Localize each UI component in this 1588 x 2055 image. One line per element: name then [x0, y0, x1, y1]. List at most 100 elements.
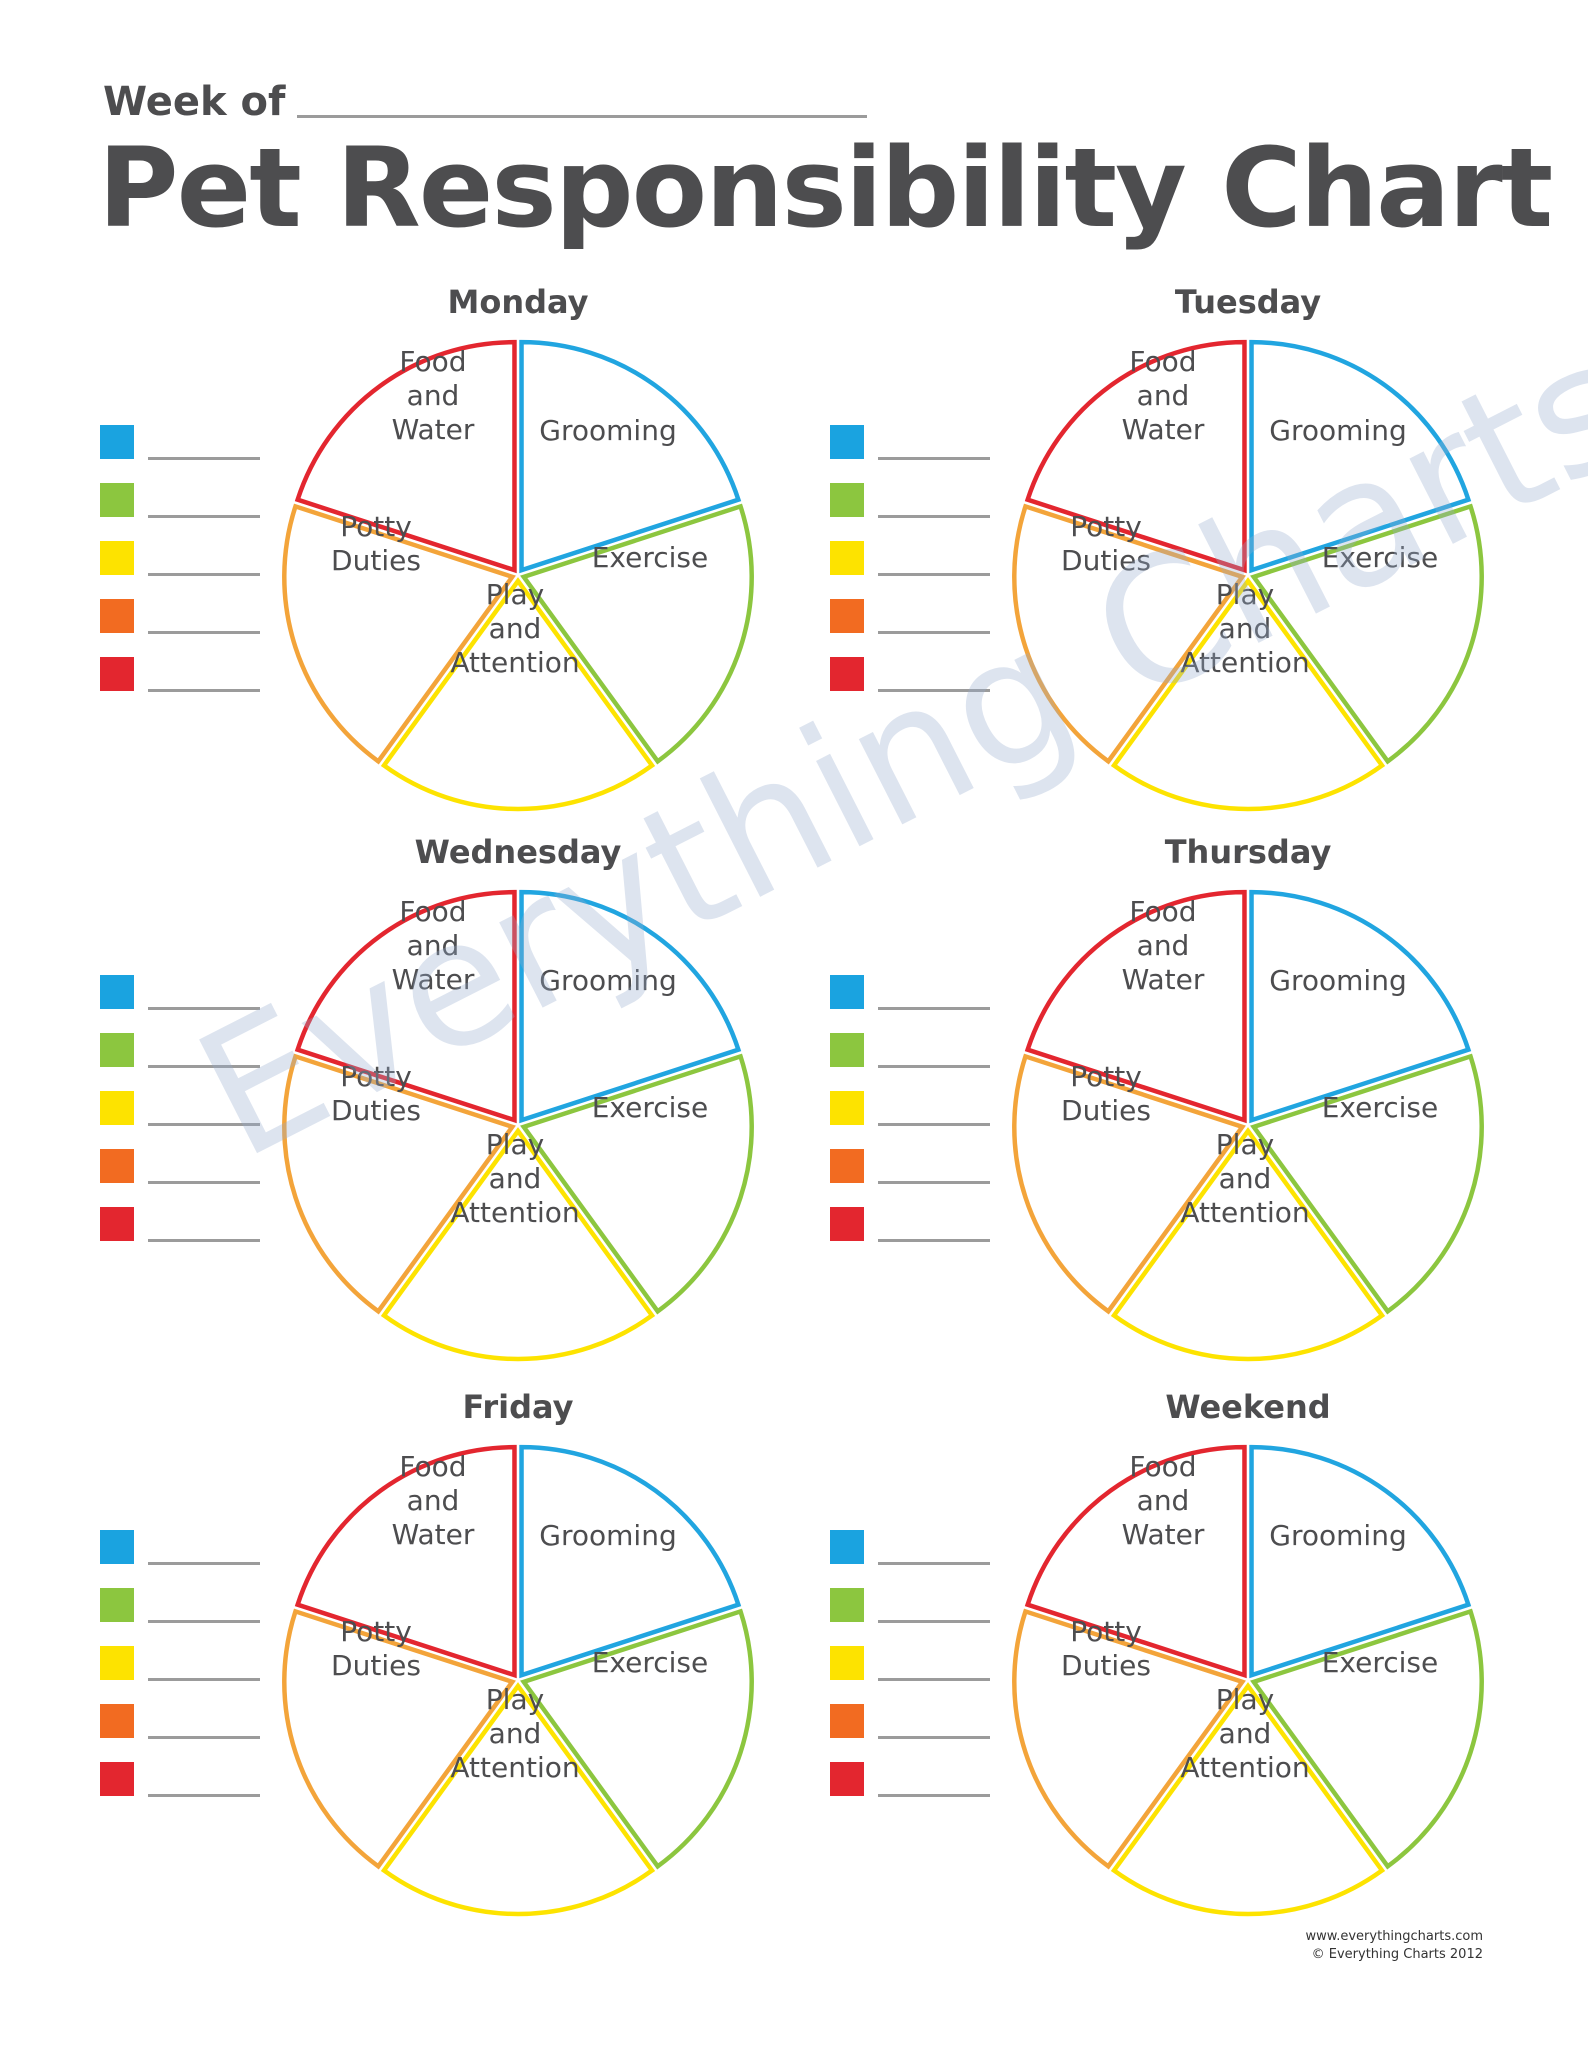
pie-slice: [1249, 339, 1472, 574]
legend-item: [100, 657, 270, 697]
pie-slice: [282, 1608, 516, 1870]
responsibility-pie: Food and Water Grooming Exercise Play and Atten…: [282, 339, 754, 812]
legend-color-swatch: [100, 1762, 134, 1796]
legend-name-blank[interactable]: [148, 1620, 260, 1623]
legend-name-blank[interactable]: [148, 573, 260, 576]
pie-slice-label: Play and Attention: [1180, 1683, 1309, 1784]
legend-item: [100, 425, 270, 465]
legend-item: [830, 1091, 1000, 1131]
legend-name-blank[interactable]: [878, 1065, 990, 1068]
legend-item: [100, 1588, 270, 1628]
legend-name-blank[interactable]: [878, 515, 990, 518]
pie-slice: [1250, 1608, 1484, 1870]
pie-slice: [520, 1608, 754, 1870]
legend-item: [830, 599, 1000, 639]
legend-name-blank[interactable]: [148, 1794, 260, 1797]
pie-slice-label: Potty Duties: [331, 1060, 421, 1127]
pie-slice-label: Potty Duties: [331, 1615, 421, 1682]
legend-name-blank[interactable]: [148, 1123, 260, 1126]
legend-name-blank[interactable]: [148, 1007, 260, 1010]
legend-name-blank[interactable]: [878, 1239, 990, 1242]
day-panel: Monday Food and Water Grooming Exercise Play an…: [100, 270, 840, 812]
day-title: Monday: [447, 283, 589, 321]
pie-slice-label: Grooming: [1269, 964, 1406, 997]
legend-color-swatch: [100, 1033, 134, 1067]
pie-slice-label: Potty Duties: [1061, 510, 1151, 577]
pie-slice: [380, 577, 656, 812]
legend-color-swatch: [830, 975, 864, 1009]
pie-slice: [520, 503, 754, 765]
day-panel: Thursday Food and Water Grooming Exercise Play…: [830, 820, 1570, 1362]
pie-slice-label: Potty Duties: [1061, 1615, 1151, 1682]
pie-slice: [380, 1682, 656, 1917]
week-of-row: Week of: [103, 82, 868, 122]
day-title: Weekend: [1165, 1388, 1331, 1426]
pie-slice-label: Exercise: [1322, 541, 1439, 574]
legend-name-blank[interactable]: [148, 1562, 260, 1565]
legend-color-swatch: [830, 1530, 864, 1564]
pie-slice-label: Play and Attention: [1180, 578, 1309, 679]
legend-color-swatch: [830, 483, 864, 517]
pie-slice-label: Grooming: [539, 964, 676, 997]
legend-item: [830, 1033, 1000, 1073]
pie-slice: [1024, 889, 1247, 1124]
legend-item: [830, 1149, 1000, 1189]
legend-color-swatch: [100, 975, 134, 1009]
legend-name-blank[interactable]: [878, 1794, 990, 1797]
legend-name-blank[interactable]: [878, 1007, 990, 1010]
legend-name-blank[interactable]: [878, 1736, 990, 1739]
footer-copyright: © Everything Charts 2012: [1311, 1946, 1483, 1962]
pie-slice-label: Potty Duties: [331, 510, 421, 577]
pie-slice: [380, 1127, 656, 1362]
legend-item: [830, 1530, 1000, 1570]
pie-slice: [1012, 503, 1246, 765]
week-of-blank-line[interactable]: [297, 115, 868, 118]
legend-item: [100, 1530, 270, 1570]
legend-color-swatch: [830, 1149, 864, 1183]
pie-slice: [1250, 1053, 1484, 1315]
legend-item: [100, 1704, 270, 1744]
pie-slice-label: Play and Attention: [450, 578, 579, 679]
legend-item: [830, 1704, 1000, 1744]
legend-item: [100, 599, 270, 639]
responsibility-pie: Food and Water Grooming Exercise Play and Atten…: [1012, 339, 1484, 812]
day-title: Tuesday: [1174, 283, 1322, 321]
pie-slice-label: Grooming: [539, 1519, 676, 1552]
legend-name-blank[interactable]: [878, 689, 990, 692]
day-panel: Friday Food and Water Grooming Exercise Play an…: [100, 1375, 840, 1917]
pie-slice: [1110, 577, 1386, 812]
legend-item: [830, 425, 1000, 465]
legend-item: [830, 541, 1000, 581]
day-panel: Weekend Food and Water Grooming Exercise Play a…: [830, 1375, 1570, 1917]
legend-item: [830, 1588, 1000, 1628]
legend-name-blank[interactable]: [878, 631, 990, 634]
legend-color-swatch: [100, 1530, 134, 1564]
legend-color-swatch: [830, 1704, 864, 1738]
legend-name-blank[interactable]: [148, 631, 260, 634]
legend-name-blank[interactable]: [878, 457, 990, 460]
legend-name-blank[interactable]: [148, 1678, 260, 1681]
pie-slice: [1249, 889, 1472, 1124]
legend-name-blank[interactable]: [148, 1065, 260, 1068]
day-title: Wednesday: [414, 833, 622, 871]
pie-slice-label: Exercise: [592, 1646, 709, 1679]
legend-name-blank[interactable]: [148, 1181, 260, 1184]
pie-slice-label: Exercise: [1322, 1091, 1439, 1124]
legend-name-blank[interactable]: [148, 1239, 260, 1242]
legend-name-blank[interactable]: [878, 1678, 990, 1681]
legend-name-blank[interactable]: [878, 573, 990, 576]
legend-name-blank[interactable]: [148, 515, 260, 518]
pie-slice: [1024, 1444, 1247, 1679]
pie-slice: [1024, 339, 1247, 574]
legend-name-blank[interactable]: [878, 1181, 990, 1184]
pie-slice-label: Grooming: [1269, 414, 1406, 447]
legend-item: [830, 1762, 1000, 1802]
legend-name-blank[interactable]: [148, 457, 260, 460]
legend-name-blank[interactable]: [878, 1562, 990, 1565]
legend-name-blank[interactable]: [148, 689, 260, 692]
legend-name-blank[interactable]: [878, 1123, 990, 1126]
legend-color-swatch: [100, 1149, 134, 1183]
legend-color-swatch: [100, 1091, 134, 1125]
legend-name-blank[interactable]: [878, 1620, 990, 1623]
legend-name-blank[interactable]: [148, 1736, 260, 1739]
